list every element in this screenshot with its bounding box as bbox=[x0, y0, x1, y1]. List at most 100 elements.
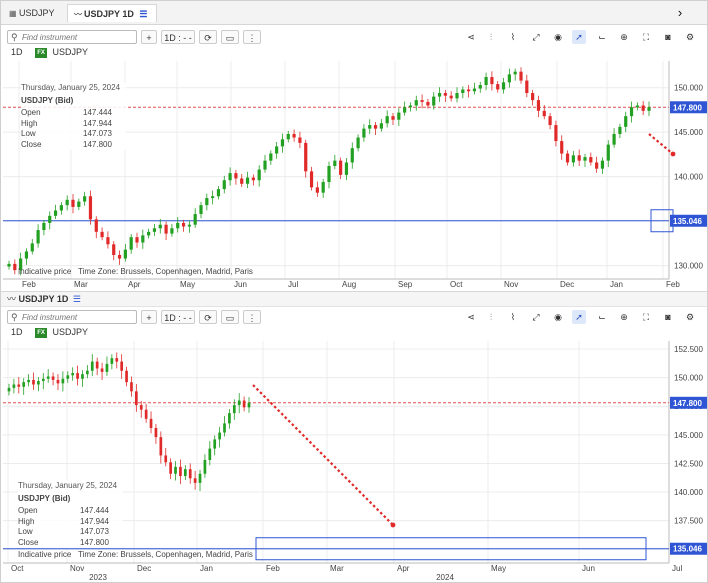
candle-body bbox=[76, 373, 79, 379]
chart-type-icon[interactable]: ⌙ bbox=[598, 32, 606, 42]
interval-button[interactable]: 1D : - - bbox=[161, 30, 195, 44]
low-value: 147.073 bbox=[80, 527, 109, 536]
search-icon: ⚲ bbox=[11, 32, 18, 42]
fullscreen-icon[interactable]: ⛶ bbox=[642, 312, 650, 322]
x-tick-label: Oct bbox=[450, 280, 463, 289]
current-price-tag-label: 147.800 bbox=[673, 399, 702, 408]
refresh-icon[interactable]: ⟳ bbox=[199, 310, 217, 324]
candle-body bbox=[385, 116, 389, 124]
draw-line-icon[interactable]: ⤢ bbox=[532, 312, 540, 322]
candle-body bbox=[213, 439, 217, 449]
chart-type-icon[interactable]: ⌙ bbox=[598, 312, 606, 322]
candle-body bbox=[51, 376, 55, 380]
open-value: 147.444 bbox=[80, 506, 109, 515]
settings-icon[interactable]: ⚙ bbox=[685, 312, 695, 322]
chevron-right-icon[interactable]: › bbox=[677, 5, 683, 20]
candle-body bbox=[181, 222, 186, 227]
candle-body bbox=[368, 125, 372, 129]
candle-body bbox=[519, 71, 523, 81]
studies-icon[interactable]: ⌇ bbox=[510, 32, 516, 42]
candle-body bbox=[240, 178, 244, 184]
menu-icon[interactable]: ☰ bbox=[72, 294, 81, 304]
more-icon[interactable]: ⋮ bbox=[243, 30, 261, 44]
candle-body bbox=[152, 228, 157, 232]
close-label: Close bbox=[18, 537, 39, 547]
camera-icon[interactable]: ◙ bbox=[665, 312, 671, 322]
menu-icon[interactable]: ☰ bbox=[139, 9, 148, 19]
candle-type-icon[interactable]: ▭ bbox=[221, 30, 239, 44]
forecast-arrow-head bbox=[670, 151, 676, 157]
close-value: 147.800 bbox=[80, 537, 109, 547]
low-label: Low bbox=[18, 527, 33, 536]
candle-body bbox=[48, 215, 52, 223]
legend-date: Thursday, January 25, 2024 bbox=[18, 481, 118, 490]
eye-icon[interactable]: ◉ bbox=[554, 32, 562, 42]
candle-body bbox=[484, 77, 488, 86]
x-tick-label: Jan bbox=[610, 280, 623, 289]
more-icon[interactable]: ⋮ bbox=[243, 310, 261, 324]
search-box[interactable]: ⚲ bbox=[7, 310, 137, 324]
candle-body bbox=[408, 105, 413, 108]
candle-body bbox=[123, 249, 127, 259]
low-value: 147.073 bbox=[83, 129, 112, 138]
tab-usdjpy-1d[interactable]: 〰 USDJPY 1D ☰ bbox=[67, 4, 157, 22]
x-tick-label: Jul bbox=[288, 280, 298, 289]
candle-body bbox=[100, 231, 104, 238]
camera-icon[interactable]: ◙ bbox=[665, 32, 671, 42]
candle-body bbox=[426, 101, 430, 106]
search-box[interactable]: ⚲ bbox=[7, 30, 137, 44]
candle-body bbox=[65, 199, 69, 206]
candle-body bbox=[242, 400, 246, 408]
x-tick-label: Dec bbox=[560, 280, 574, 289]
eye-icon[interactable]: ◉ bbox=[554, 312, 562, 322]
candle-body bbox=[618, 126, 622, 134]
x-tick-label: Nov bbox=[504, 280, 518, 289]
zoom-icon[interactable]: ⊕ bbox=[620, 32, 628, 42]
share-icon[interactable]: ⋖ bbox=[467, 312, 475, 322]
candle-body bbox=[188, 469, 192, 479]
search-input[interactable] bbox=[22, 312, 134, 322]
draw-line-icon[interactable]: ⤢ bbox=[532, 32, 540, 42]
y-tick-label: 142.500 bbox=[674, 459, 703, 468]
add-button[interactable]: + bbox=[141, 30, 157, 44]
studies-icon[interactable]: ⌇ bbox=[510, 312, 516, 322]
level-price-tag bbox=[670, 542, 707, 555]
indicators-icon[interactable]: ⫶ bbox=[489, 32, 493, 42]
fullscreen-icon[interactable]: ⛶ bbox=[642, 32, 650, 42]
cursor-icon[interactable]: ➚ bbox=[572, 30, 586, 44]
refresh-icon[interactable]: ⟳ bbox=[199, 30, 217, 44]
candle-body bbox=[112, 244, 116, 255]
candle-body bbox=[159, 437, 163, 456]
candle-body bbox=[86, 370, 89, 375]
candle-body bbox=[218, 432, 221, 440]
candle-body bbox=[437, 93, 442, 97]
indicative-label: Indicative price bbox=[18, 267, 72, 276]
y-tick-label: 150.000 bbox=[674, 374, 703, 383]
candle-body bbox=[379, 123, 383, 129]
candle-body bbox=[525, 80, 529, 94]
tab-usdjpy[interactable]: ▦ USDJPY bbox=[3, 4, 65, 22]
candle-body bbox=[27, 379, 30, 383]
y-tick-label: 140.000 bbox=[674, 488, 703, 497]
add-button[interactable]: + bbox=[141, 310, 157, 324]
candle-body bbox=[95, 361, 99, 369]
candle-body bbox=[257, 169, 261, 181]
share-icon[interactable]: ⋖ bbox=[467, 32, 475, 42]
candle-body bbox=[560, 141, 564, 154]
candle-body bbox=[467, 89, 471, 92]
zoom-icon[interactable]: ⊕ bbox=[620, 312, 628, 322]
legend-symbol: USDJPY (Bid) bbox=[18, 493, 71, 503]
cursor-icon[interactable]: ➚ bbox=[572, 310, 586, 324]
candle-body bbox=[478, 85, 482, 89]
candle-body bbox=[228, 413, 231, 424]
candle-body bbox=[183, 469, 187, 477]
candle-body bbox=[187, 224, 191, 227]
interval-button[interactable]: 1D : - - bbox=[161, 310, 195, 324]
indicators-icon[interactable]: ⫶ bbox=[489, 312, 493, 322]
settings-icon[interactable]: ⚙ bbox=[685, 32, 695, 42]
search-input[interactable] bbox=[22, 32, 134, 42]
candle-body bbox=[228, 173, 232, 181]
candle-body bbox=[53, 210, 58, 216]
candle-type-icon[interactable]: ▭ bbox=[221, 310, 239, 324]
y-tick-label: 130.000 bbox=[674, 262, 703, 271]
